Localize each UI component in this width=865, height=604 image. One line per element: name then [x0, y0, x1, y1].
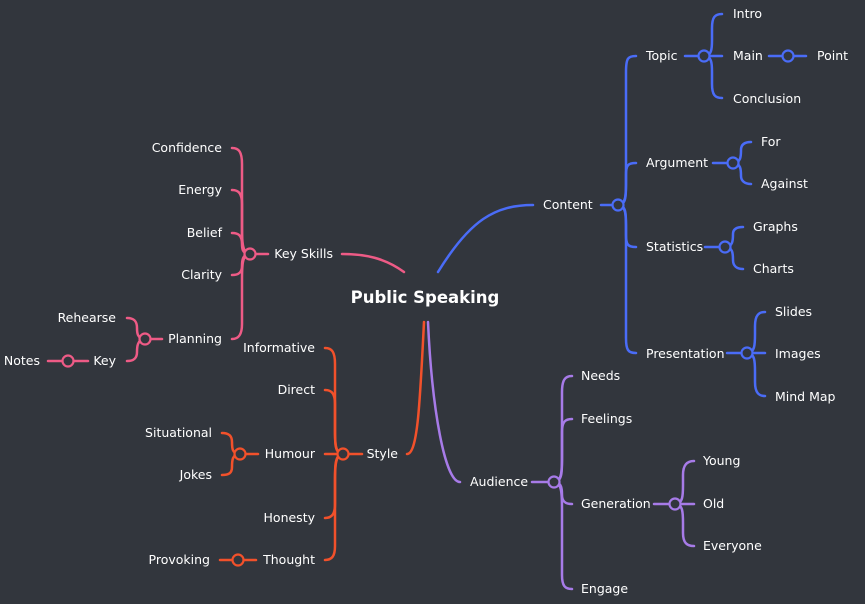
node-key-skills[interactable]: Key Skills: [274, 246, 333, 261]
node-point[interactable]: Point: [817, 48, 848, 63]
node-argument[interactable]: Argument: [646, 155, 708, 170]
node-humour[interactable]: Humour: [265, 446, 316, 461]
humour-junction[interactable]: [233, 447, 247, 461]
key-skills-junction[interactable]: [243, 247, 257, 261]
key-junction[interactable]: [61, 354, 75, 368]
node-main[interactable]: Main: [733, 48, 763, 63]
node-charts[interactable]: Charts: [753, 261, 794, 276]
node-style[interactable]: Style: [367, 446, 399, 461]
node-planning[interactable]: Planning: [168, 331, 222, 346]
argument-junction[interactable]: [726, 156, 740, 170]
node-engage[interactable]: Engage: [581, 581, 628, 596]
node-honesty[interactable]: Honesty: [264, 510, 316, 525]
node-content[interactable]: Content: [543, 197, 593, 212]
central-topic[interactable]: Public Speaking: [351, 288, 500, 307]
node-young[interactable]: Young: [702, 453, 740, 468]
node-notes[interactable]: Notes: [4, 353, 40, 368]
statistics-junction[interactable]: [718, 240, 732, 254]
node-situational[interactable]: Situational: [145, 425, 212, 440]
key-skills-branch-lines: [46, 146, 406, 363]
node-statistics[interactable]: Statistics: [646, 239, 703, 254]
node-mind-map[interactable]: Mind Map: [775, 389, 836, 404]
main-junction[interactable]: [781, 49, 795, 63]
generation-junction[interactable]: [668, 497, 682, 511]
node-everyone[interactable]: Everyone: [703, 538, 762, 553]
style-junction[interactable]: [336, 447, 350, 461]
node-slides[interactable]: Slides: [775, 304, 812, 319]
audience-branch-lines: [426, 320, 696, 591]
node-conclusion[interactable]: Conclusion: [733, 91, 801, 106]
node-for[interactable]: For: [761, 134, 781, 149]
node-intro[interactable]: Intro: [733, 6, 762, 21]
thought-junction[interactable]: [231, 553, 245, 567]
node-confidence[interactable]: Confidence: [152, 140, 223, 155]
node-graphs[interactable]: Graphs: [753, 219, 798, 234]
node-provoking[interactable]: Provoking: [149, 552, 210, 567]
planning-junction[interactable]: [138, 332, 152, 346]
node-energy[interactable]: Energy: [178, 182, 222, 197]
node-direct[interactable]: Direct: [278, 382, 316, 397]
node-against[interactable]: Against: [761, 176, 808, 191]
style-branch-lines: [218, 320, 426, 562]
node-rehearse[interactable]: Rehearse: [58, 310, 117, 325]
node-images[interactable]: Images: [775, 346, 821, 361]
content-junction[interactable]: [611, 198, 625, 212]
node-presentation[interactable]: Presentation: [646, 346, 725, 361]
node-clarity[interactable]: Clarity: [181, 267, 222, 282]
node-informative[interactable]: Informative: [243, 340, 315, 355]
node-belief[interactable]: Belief: [187, 225, 223, 240]
topic-junction[interactable]: [697, 49, 711, 63]
node-needs[interactable]: Needs: [581, 368, 620, 383]
node-feelings[interactable]: Feelings: [581, 411, 632, 426]
node-key[interactable]: Key: [93, 353, 116, 368]
audience-junction[interactable]: [547, 475, 561, 489]
node-topic[interactable]: Topic: [645, 48, 678, 63]
node-thought[interactable]: Thought: [262, 552, 315, 567]
node-old[interactable]: Old: [703, 496, 724, 511]
presentation-junction[interactable]: [740, 346, 754, 360]
node-generation[interactable]: Generation: [581, 496, 651, 511]
node-audience[interactable]: Audience: [470, 474, 528, 489]
node-jokes[interactable]: Jokes: [179, 467, 212, 482]
